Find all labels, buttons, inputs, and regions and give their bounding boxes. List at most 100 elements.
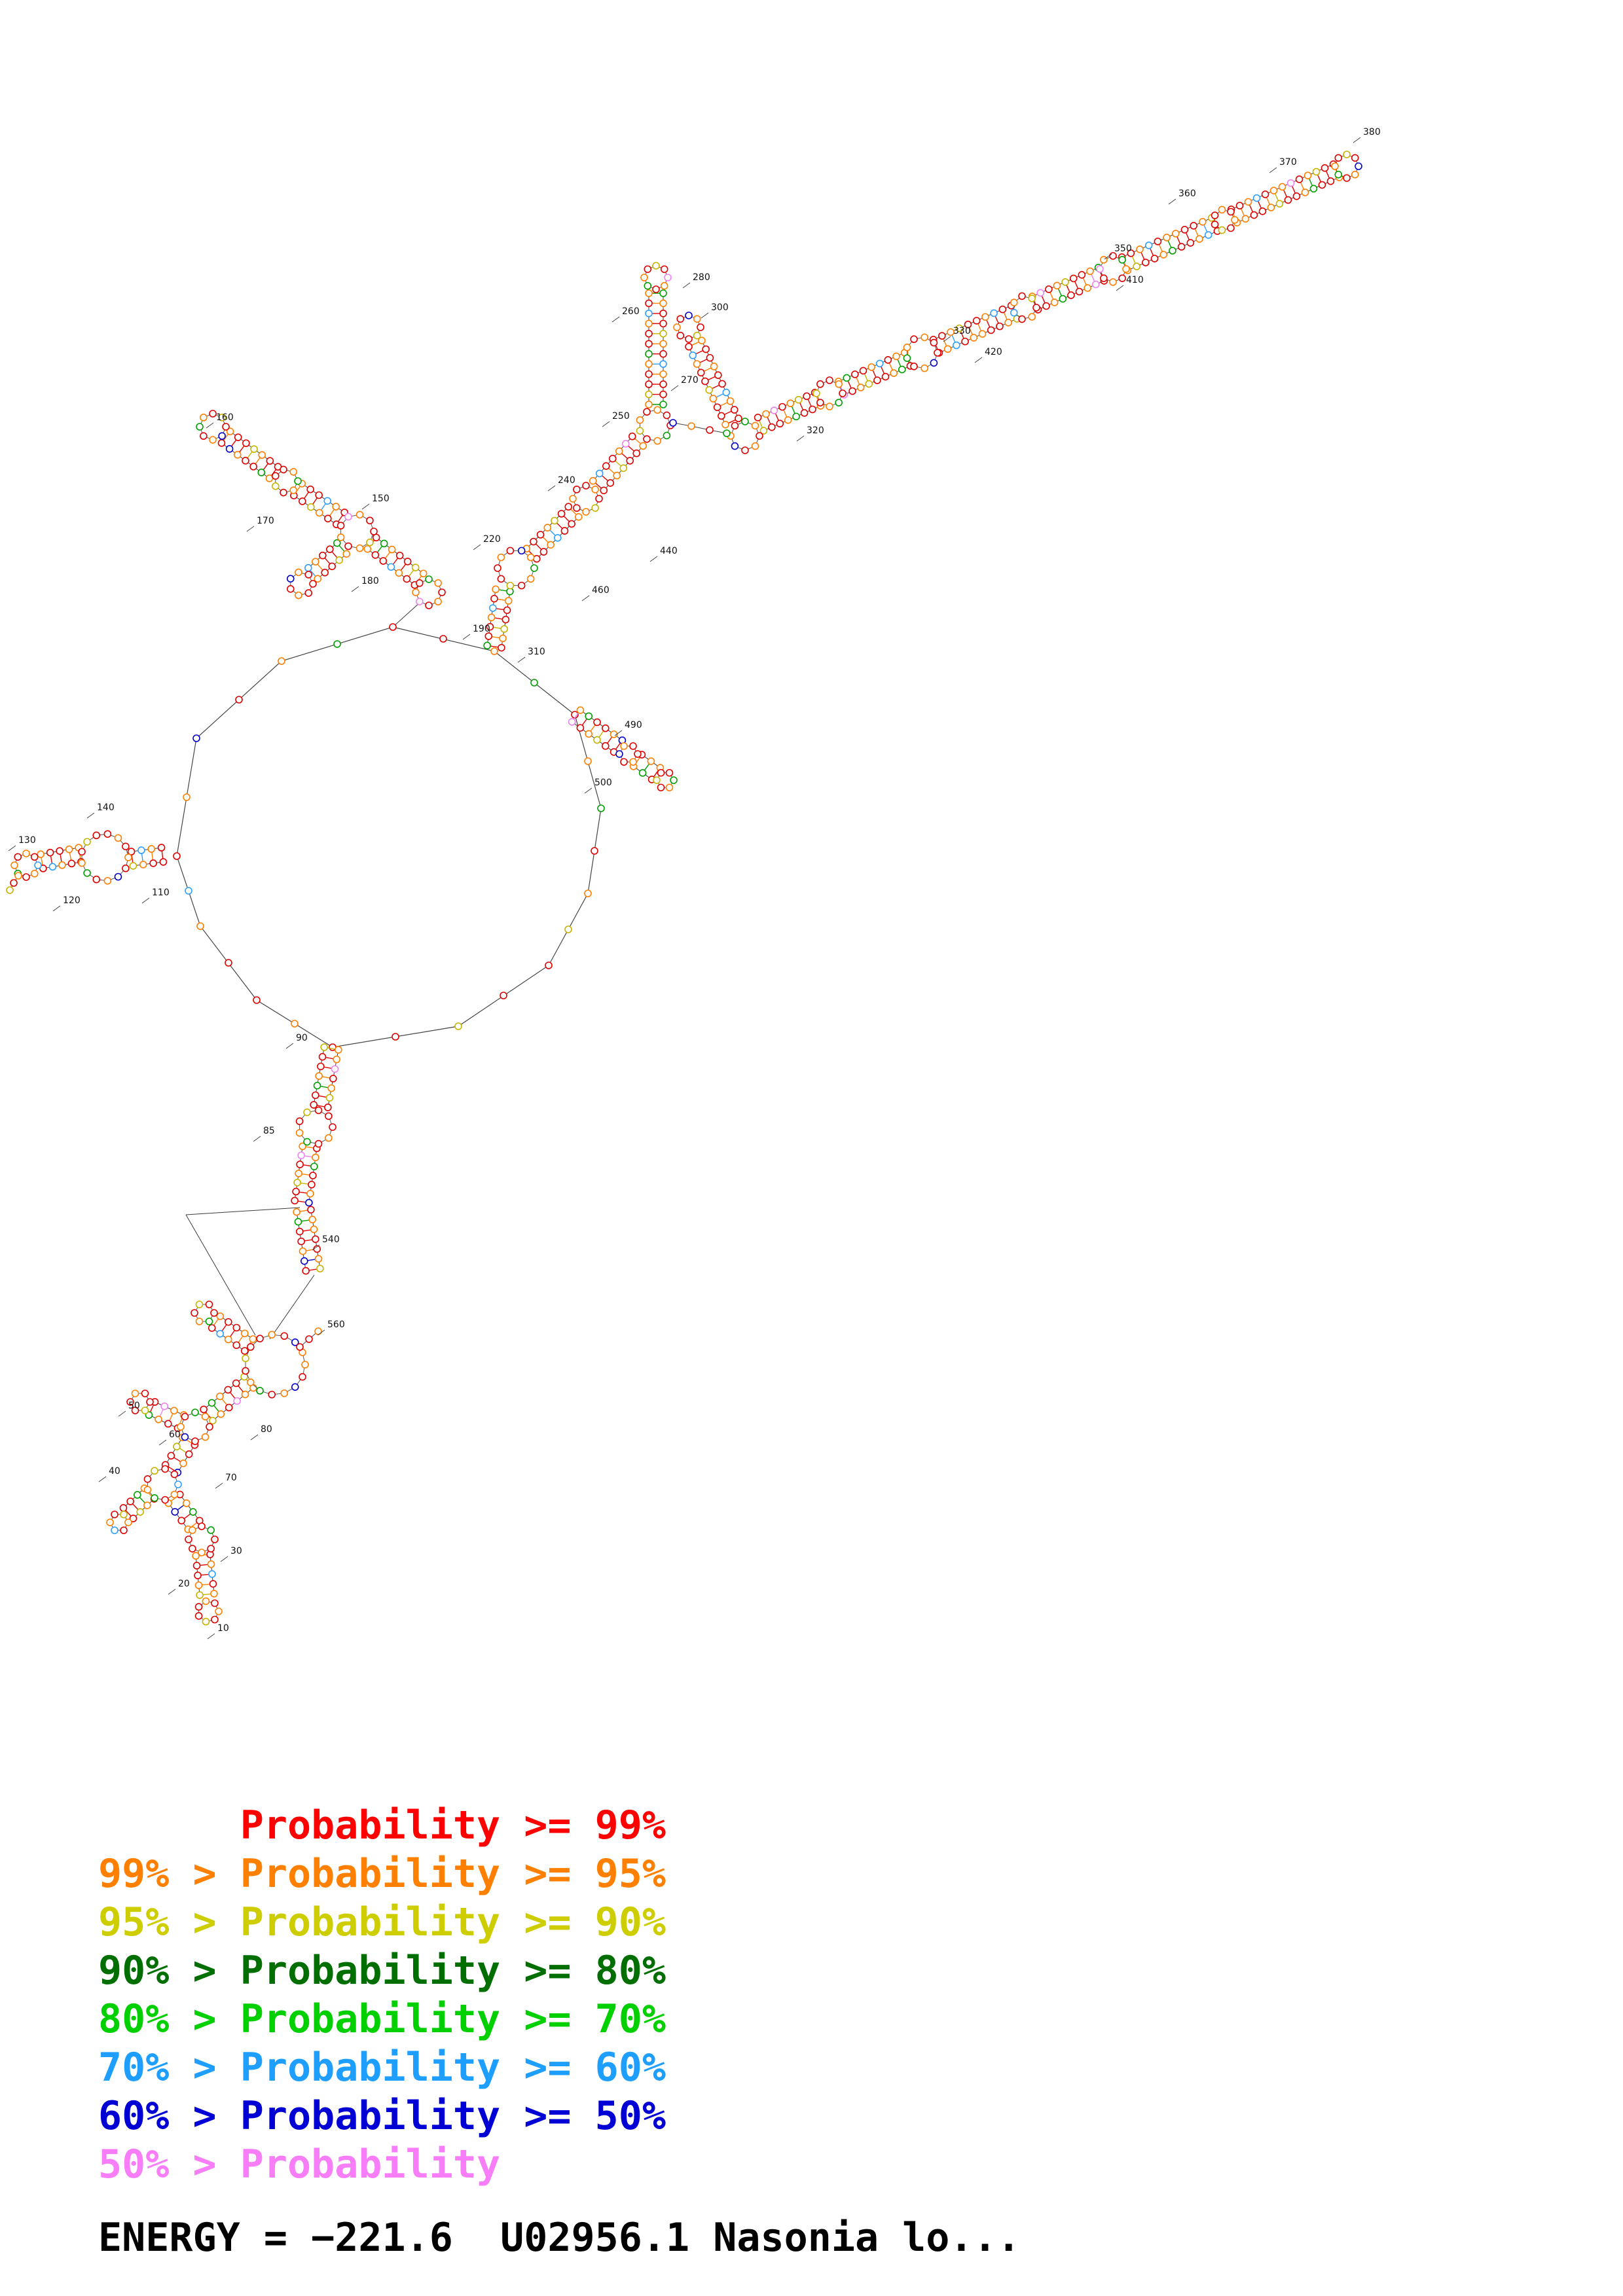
residue-label: 370 bbox=[1279, 157, 1297, 168]
nucleotide-dot bbox=[1231, 216, 1239, 224]
nucleotide-dot bbox=[194, 1603, 203, 1611]
residue-label: 260 bbox=[622, 306, 640, 317]
legend-line: 80% > Probability >= 70% bbox=[98, 1996, 666, 2042]
nucleotide-dot bbox=[195, 1300, 204, 1308]
nucleotide-dot bbox=[718, 380, 726, 388]
nucleotide-dot bbox=[299, 1372, 306, 1381]
nucleotide-dot bbox=[306, 485, 314, 493]
residue-label: 120 bbox=[63, 895, 81, 906]
nucleotide-dot bbox=[200, 414, 208, 422]
nucleotide-dot bbox=[643, 408, 651, 416]
residue-label: 160 bbox=[216, 412, 234, 423]
nucleotide-dot bbox=[530, 679, 538, 687]
backbone-line bbox=[98, 1476, 107, 1482]
nucleotide-dot bbox=[395, 569, 403, 577]
loop-outline bbox=[176, 626, 602, 1048]
nucleotide-dot bbox=[83, 869, 91, 877]
nucleotide-dot bbox=[543, 524, 552, 532]
nucleotide-dot bbox=[207, 1526, 215, 1534]
nucleotide-dot bbox=[147, 845, 156, 853]
loop bbox=[194, 1597, 223, 1626]
nucleotide-dot bbox=[191, 1309, 198, 1317]
nucleotide-dot bbox=[685, 342, 693, 351]
backbone-line bbox=[118, 1410, 126, 1417]
nucleotide-dot bbox=[856, 384, 865, 391]
nucleotide-dot bbox=[938, 332, 946, 340]
backbone-line bbox=[86, 812, 95, 819]
nucleotide-dot bbox=[536, 531, 545, 539]
nucleotide-dot bbox=[324, 514, 332, 523]
nucleotide-dot bbox=[131, 1407, 139, 1414]
residue-label: 250 bbox=[612, 411, 630, 422]
residue-label: 410 bbox=[1126, 275, 1144, 285]
nucleotide-dot bbox=[1326, 177, 1335, 185]
residue-label: 90 bbox=[296, 1033, 308, 1043]
nucleotide-dot bbox=[454, 1022, 462, 1030]
residue-label: 30 bbox=[230, 1546, 242, 1556]
single-strand-chain bbox=[669, 419, 731, 437]
nucleotide-dot bbox=[380, 539, 388, 548]
nucleotide-dot bbox=[848, 387, 856, 395]
nucleotide-dot bbox=[490, 647, 498, 655]
backbone-line bbox=[168, 1588, 176, 1595]
nucleotide-dot bbox=[610, 730, 618, 738]
nucleotide-dot bbox=[296, 1343, 304, 1351]
nucleotide-dot bbox=[310, 1225, 318, 1234]
nucleotide-dot bbox=[225, 959, 232, 967]
nucleotide-dot bbox=[1301, 188, 1309, 196]
nucleotide-dot bbox=[291, 1383, 299, 1391]
nucleotide-dot bbox=[659, 390, 667, 399]
nucleotide-dot bbox=[990, 309, 998, 317]
nucleotide-dot bbox=[595, 495, 603, 503]
nucleotide-dot bbox=[1010, 298, 1018, 306]
residue-label: 170 bbox=[257, 516, 274, 526]
nucleotide-dot bbox=[291, 1020, 299, 1028]
nucleotide-dot bbox=[1286, 179, 1295, 187]
nucleotide-dot bbox=[709, 395, 718, 403]
stem bbox=[1118, 214, 1222, 274]
nucleotide-dot bbox=[713, 403, 721, 412]
nucleotide-dot bbox=[313, 1081, 321, 1090]
nucleotide-dot bbox=[998, 305, 1007, 314]
nucleotide-dot bbox=[342, 550, 350, 558]
nucleotide-dot bbox=[316, 509, 323, 517]
nucleotide-dot bbox=[280, 1332, 289, 1340]
nucleotide-dot bbox=[249, 463, 257, 471]
nucleotide-dot bbox=[301, 1361, 309, 1369]
nucleotide-dot bbox=[898, 365, 906, 374]
nucleotide-dot bbox=[286, 585, 295, 593]
residue-label: 50 bbox=[128, 1401, 140, 1411]
nucleotide-dot bbox=[185, 1535, 192, 1543]
nucleotide-dot bbox=[181, 1433, 189, 1441]
nucleotide-dot bbox=[307, 1206, 315, 1214]
stem bbox=[293, 1206, 324, 1275]
backbone-line bbox=[131, 847, 162, 852]
nucleotide-dot bbox=[1284, 196, 1292, 204]
nucleotide-dot bbox=[216, 1329, 224, 1338]
nucleotide-dot bbox=[103, 876, 112, 885]
nucleotide-dot bbox=[242, 1354, 249, 1363]
residue-label: 40 bbox=[109, 1466, 120, 1477]
nucleotide-dot bbox=[585, 712, 593, 721]
nucleotide-dot bbox=[268, 1390, 276, 1399]
nucleotide-dot bbox=[1343, 174, 1351, 182]
nucleotide-dot bbox=[295, 1129, 304, 1137]
nucleotide-dot bbox=[987, 326, 995, 334]
nucleotide-dot bbox=[492, 585, 500, 594]
nucleotide-dot bbox=[1053, 281, 1061, 290]
nucleotide-dot bbox=[297, 1237, 305, 1246]
nucleotide-dot bbox=[312, 1091, 319, 1100]
stem bbox=[363, 533, 428, 589]
nucleotide-dot bbox=[602, 724, 610, 732]
residue-label: 360 bbox=[1178, 188, 1196, 199]
loop bbox=[242, 1331, 309, 1399]
nucleotide-dot bbox=[300, 1257, 308, 1265]
nucleotide-dot bbox=[1351, 170, 1359, 179]
nucleotide-dot bbox=[356, 544, 364, 552]
nucleotide-dot bbox=[892, 352, 900, 361]
nucleotide-dot bbox=[484, 632, 493, 640]
nucleotide-dot bbox=[903, 343, 911, 351]
loop bbox=[1211, 206, 1239, 234]
nucleotide-dot bbox=[326, 545, 334, 553]
nucleotide-dot bbox=[659, 330, 667, 338]
